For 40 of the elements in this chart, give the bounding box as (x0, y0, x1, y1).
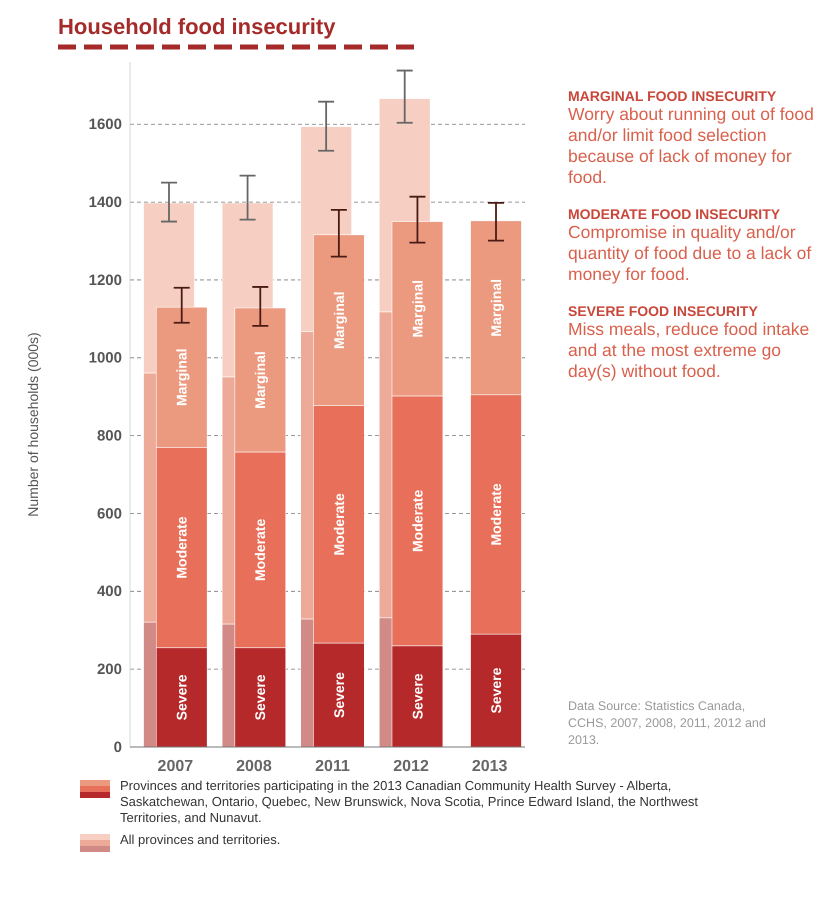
text: Marginal (252, 351, 268, 409)
x-tick-label: 2008 (236, 758, 272, 775)
text: Marginal (330, 291, 347, 350)
x-tick-label: 2012 (393, 758, 429, 775)
text: SEVERE FOOD INSECURITY (568, 303, 759, 319)
y-tick-label: 1200 (88, 272, 122, 289)
text: Severe (252, 674, 268, 720)
text: Severe (488, 668, 504, 714)
y-tick-label: 800 (96, 427, 122, 444)
text: Provinces and territories participating in the 2013 Canadian Community Health Survey - Alberta, Saskatchewan, Ontario, Quebec, New Brunswick, Nova Scotia, Prince Edward Island, the Northwest Territories, and Nunavut. (120, 778, 700, 826)
text: Severe (330, 672, 347, 718)
x-tick-label: 2007 (158, 758, 194, 775)
y-tick-label: 1000 (88, 350, 122, 367)
text: Moderate (330, 493, 347, 556)
series-label: Severe (409, 673, 426, 720)
y-tick-label: 400 (96, 583, 122, 600)
text: Marginal (488, 278, 504, 337)
text: All provinces and territories. (120, 832, 282, 848)
text: Marginal (174, 348, 190, 406)
y-tick-label: 1400 (88, 194, 122, 211)
y-tick-label: 0 (114, 738, 122, 756)
x-tick-label: 2011 (315, 758, 350, 775)
y-tick-label: 600 (96, 505, 122, 522)
text: Severe (174, 674, 190, 720)
series-label: Marginal (409, 280, 426, 338)
text: MODERATE FOOD INSECURITY (568, 206, 782, 222)
chart-title: Household food insecurity (58, 14, 336, 39)
text: Moderate (488, 483, 504, 546)
text: Compromise in quality and/or quantity of food due to a lack of money for food. (568, 222, 812, 285)
y-axis-title: Number of households (000s) (25, 332, 41, 517)
text: Moderate (252, 518, 268, 581)
y-tick-label: 1600 (88, 116, 122, 134)
series-label: Moderate (409, 490, 426, 552)
text: Moderate (174, 516, 190, 579)
text: Worry about running out of food and/or limit food selection because of lack of money for food. (568, 104, 815, 188)
text: Miss meals, reduce food intake and at the most extreme go day(s) without food. (568, 319, 810, 382)
source-note: Data Source: Statistics Canada, CCHS, 2007, 2008, 2011, 2012 and 2013. (568, 698, 767, 749)
y-tick-label: 200 (96, 660, 122, 678)
text: MARGINAL FOOD INSECURITY (568, 88, 778, 104)
x-tick-label: 2013 (472, 758, 508, 775)
